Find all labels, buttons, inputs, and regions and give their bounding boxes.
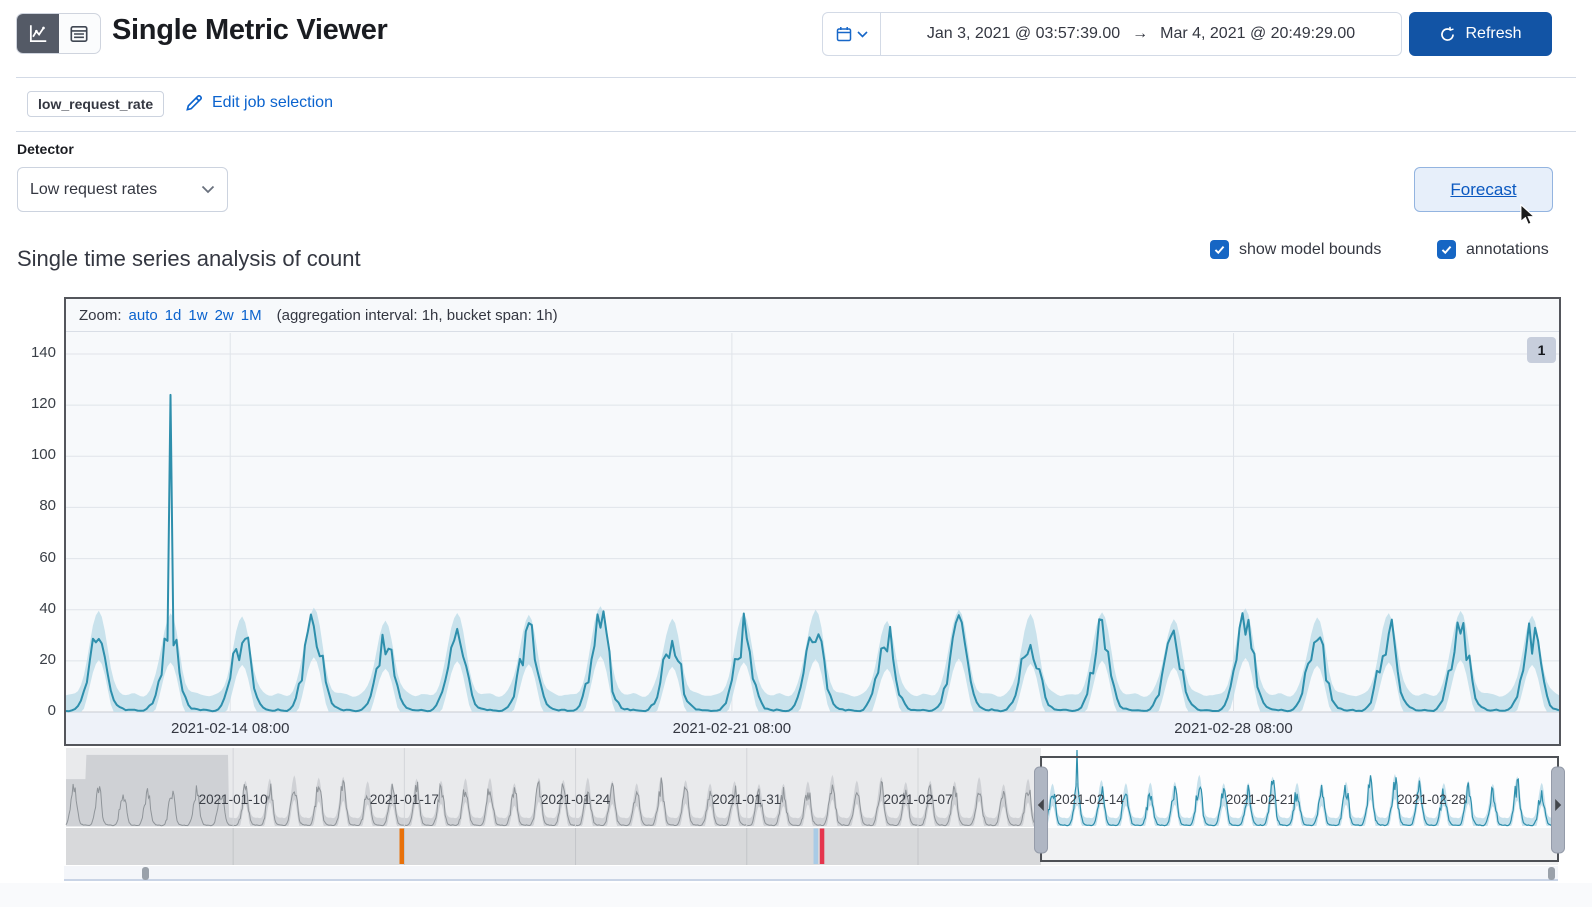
swimlane-marker-anomaly-warning[interactable] bbox=[399, 828, 405, 865]
context-axis-tick: 2021-01-24 bbox=[541, 792, 611, 807]
pencil-icon bbox=[186, 95, 202, 111]
annotation-marker[interactable] bbox=[141, 867, 149, 880]
view-toggle bbox=[16, 13, 101, 54]
chevron-down-icon bbox=[856, 30, 868, 38]
y-axis-tick: 20 bbox=[39, 650, 56, 668]
y-axis-tick: 60 bbox=[39, 548, 56, 566]
brush-handle-right[interactable] bbox=[1551, 766, 1565, 854]
context-axis-tick: 2021-02-07 bbox=[883, 792, 952, 807]
checkbox-checked bbox=[1437, 240, 1456, 259]
y-axis-tick: 120 bbox=[30, 395, 56, 413]
focus-chart: Zoom: auto 1d 1w 2w 1M (aggregation interval… bbox=[64, 297, 1561, 746]
checkbox-checked bbox=[1210, 240, 1229, 259]
aggregation-info: (aggregation interval: 1h, bucket span: … bbox=[276, 306, 558, 324]
time-range-end[interactable]: Mar 4, 2021 @ 20:49:29.00 bbox=[1160, 25, 1356, 42]
zoom-links: auto 1d 1w 2w 1M bbox=[129, 307, 262, 324]
detector-selected-value: Low request rates bbox=[30, 180, 158, 198]
refresh-icon bbox=[1441, 26, 1455, 41]
x-axis-tick: 2021-02-21 08:00 bbox=[673, 720, 791, 737]
context-chart: 2021-01-10 2021-01-17 2021-01-24 2021-01-31… bbox=[65, 748, 1565, 865]
annotation-marker[interactable] bbox=[1547, 867, 1555, 880]
check-icon bbox=[1441, 246, 1452, 255]
check-icon bbox=[1214, 246, 1225, 255]
line-chart-icon bbox=[29, 24, 46, 42]
edit-job-selection[interactable]: Edit job selection bbox=[185, 93, 333, 112]
date-picker-calendar-button[interactable] bbox=[823, 13, 881, 55]
section-title: Single time series analysis of count bbox=[17, 246, 361, 271]
zoom-link-1w[interactable]: 1w bbox=[188, 306, 208, 324]
job-badge: low_request_rate bbox=[27, 91, 165, 117]
swimlane-marker-annotation-band[interactable] bbox=[813, 828, 819, 865]
zoom-label: Zoom: bbox=[79, 306, 122, 324]
arrow-right-icon: → bbox=[1132, 25, 1149, 42]
context-axis-tick: 2021-02-28 bbox=[1397, 792, 1466, 807]
y-axis-tick: 40 bbox=[39, 599, 56, 617]
zoom-bar: Zoom: auto 1d 1w 2w 1M (aggregation interval… bbox=[66, 299, 1559, 332]
context-axis-tick: 2021-02-21 bbox=[1226, 792, 1295, 807]
zoom-link-1M[interactable]: 1M bbox=[240, 306, 262, 324]
y-axis-tick: 0 bbox=[47, 702, 56, 719]
calendar-icon bbox=[836, 27, 851, 42]
refresh-button[interactable]: Refresh bbox=[1409, 12, 1552, 56]
context-axis-tick: 2021-02-14 bbox=[1055, 792, 1125, 807]
time-range-start[interactable]: Jan 3, 2021 @ 03:57:39.00 bbox=[926, 25, 1121, 42]
zoom-link-auto[interactable]: auto bbox=[128, 306, 158, 324]
edit-job-selection-link[interactable]: Edit job selection bbox=[212, 93, 333, 111]
zoom-link-1d[interactable]: 1d bbox=[164, 306, 182, 324]
mouse-cursor bbox=[1520, 204, 1536, 226]
divider bbox=[16, 77, 1576, 78]
detector-label: Detector bbox=[17, 141, 74, 157]
refresh-label: Refresh bbox=[1465, 25, 1522, 42]
chart-view-button[interactable] bbox=[17, 14, 59, 53]
checkbox-label: show model bounds bbox=[1239, 240, 1382, 258]
context-axis-tick: 2021-01-17 bbox=[370, 792, 439, 807]
swimlane-marker-anomaly-critical[interactable] bbox=[819, 828, 825, 865]
context-axis-tick: 2021-01-31 bbox=[712, 792, 781, 807]
bottom-strip bbox=[0, 883, 1592, 907]
x-axis-tick: 2021-02-28 08:00 bbox=[1174, 720, 1292, 737]
time-range: Jan 3, 2021 @ 03:57:39.00 → Mar 4, 2021 … bbox=[881, 13, 1401, 55]
divider bbox=[16, 131, 1576, 132]
y-axis-tick: 100 bbox=[30, 446, 56, 464]
y-axis-tick: 140 bbox=[30, 344, 56, 361]
date-picker: Jan 3, 2021 @ 03:57:39.00 → Mar 4, 2021 … bbox=[822, 12, 1402, 56]
table-icon bbox=[70, 25, 88, 42]
show-model-bounds-checkbox[interactable]: show model bounds bbox=[1210, 240, 1381, 259]
zoom-link-2w[interactable]: 2w bbox=[214, 306, 234, 324]
annotation-badge[interactable]: 1 bbox=[1527, 337, 1556, 363]
detector-select[interactable]: Low request rates bbox=[17, 167, 228, 212]
checkbox-label: annotations bbox=[1466, 240, 1549, 258]
chevron-down-icon bbox=[201, 185, 215, 194]
y-axis-tick: 80 bbox=[39, 497, 56, 515]
focus-chart-svg: 2021-02-14 08:00 2021-02-21 08:00 2021-02-… bbox=[66, 333, 1559, 744]
x-axis-tick: 2021-02-14 08:00 bbox=[171, 720, 289, 737]
annotations-track bbox=[64, 866, 1558, 881]
brush-handle-left[interactable] bbox=[1034, 766, 1049, 854]
annotations-checkbox[interactable]: annotations bbox=[1437, 240, 1549, 259]
forecast-button[interactable]: Forecast bbox=[1414, 167, 1553, 212]
table-view-button[interactable] bbox=[59, 14, 101, 53]
context-axis-tick: 2021-01-10 bbox=[199, 792, 268, 807]
page-title: Single Metric Viewer bbox=[112, 14, 388, 46]
